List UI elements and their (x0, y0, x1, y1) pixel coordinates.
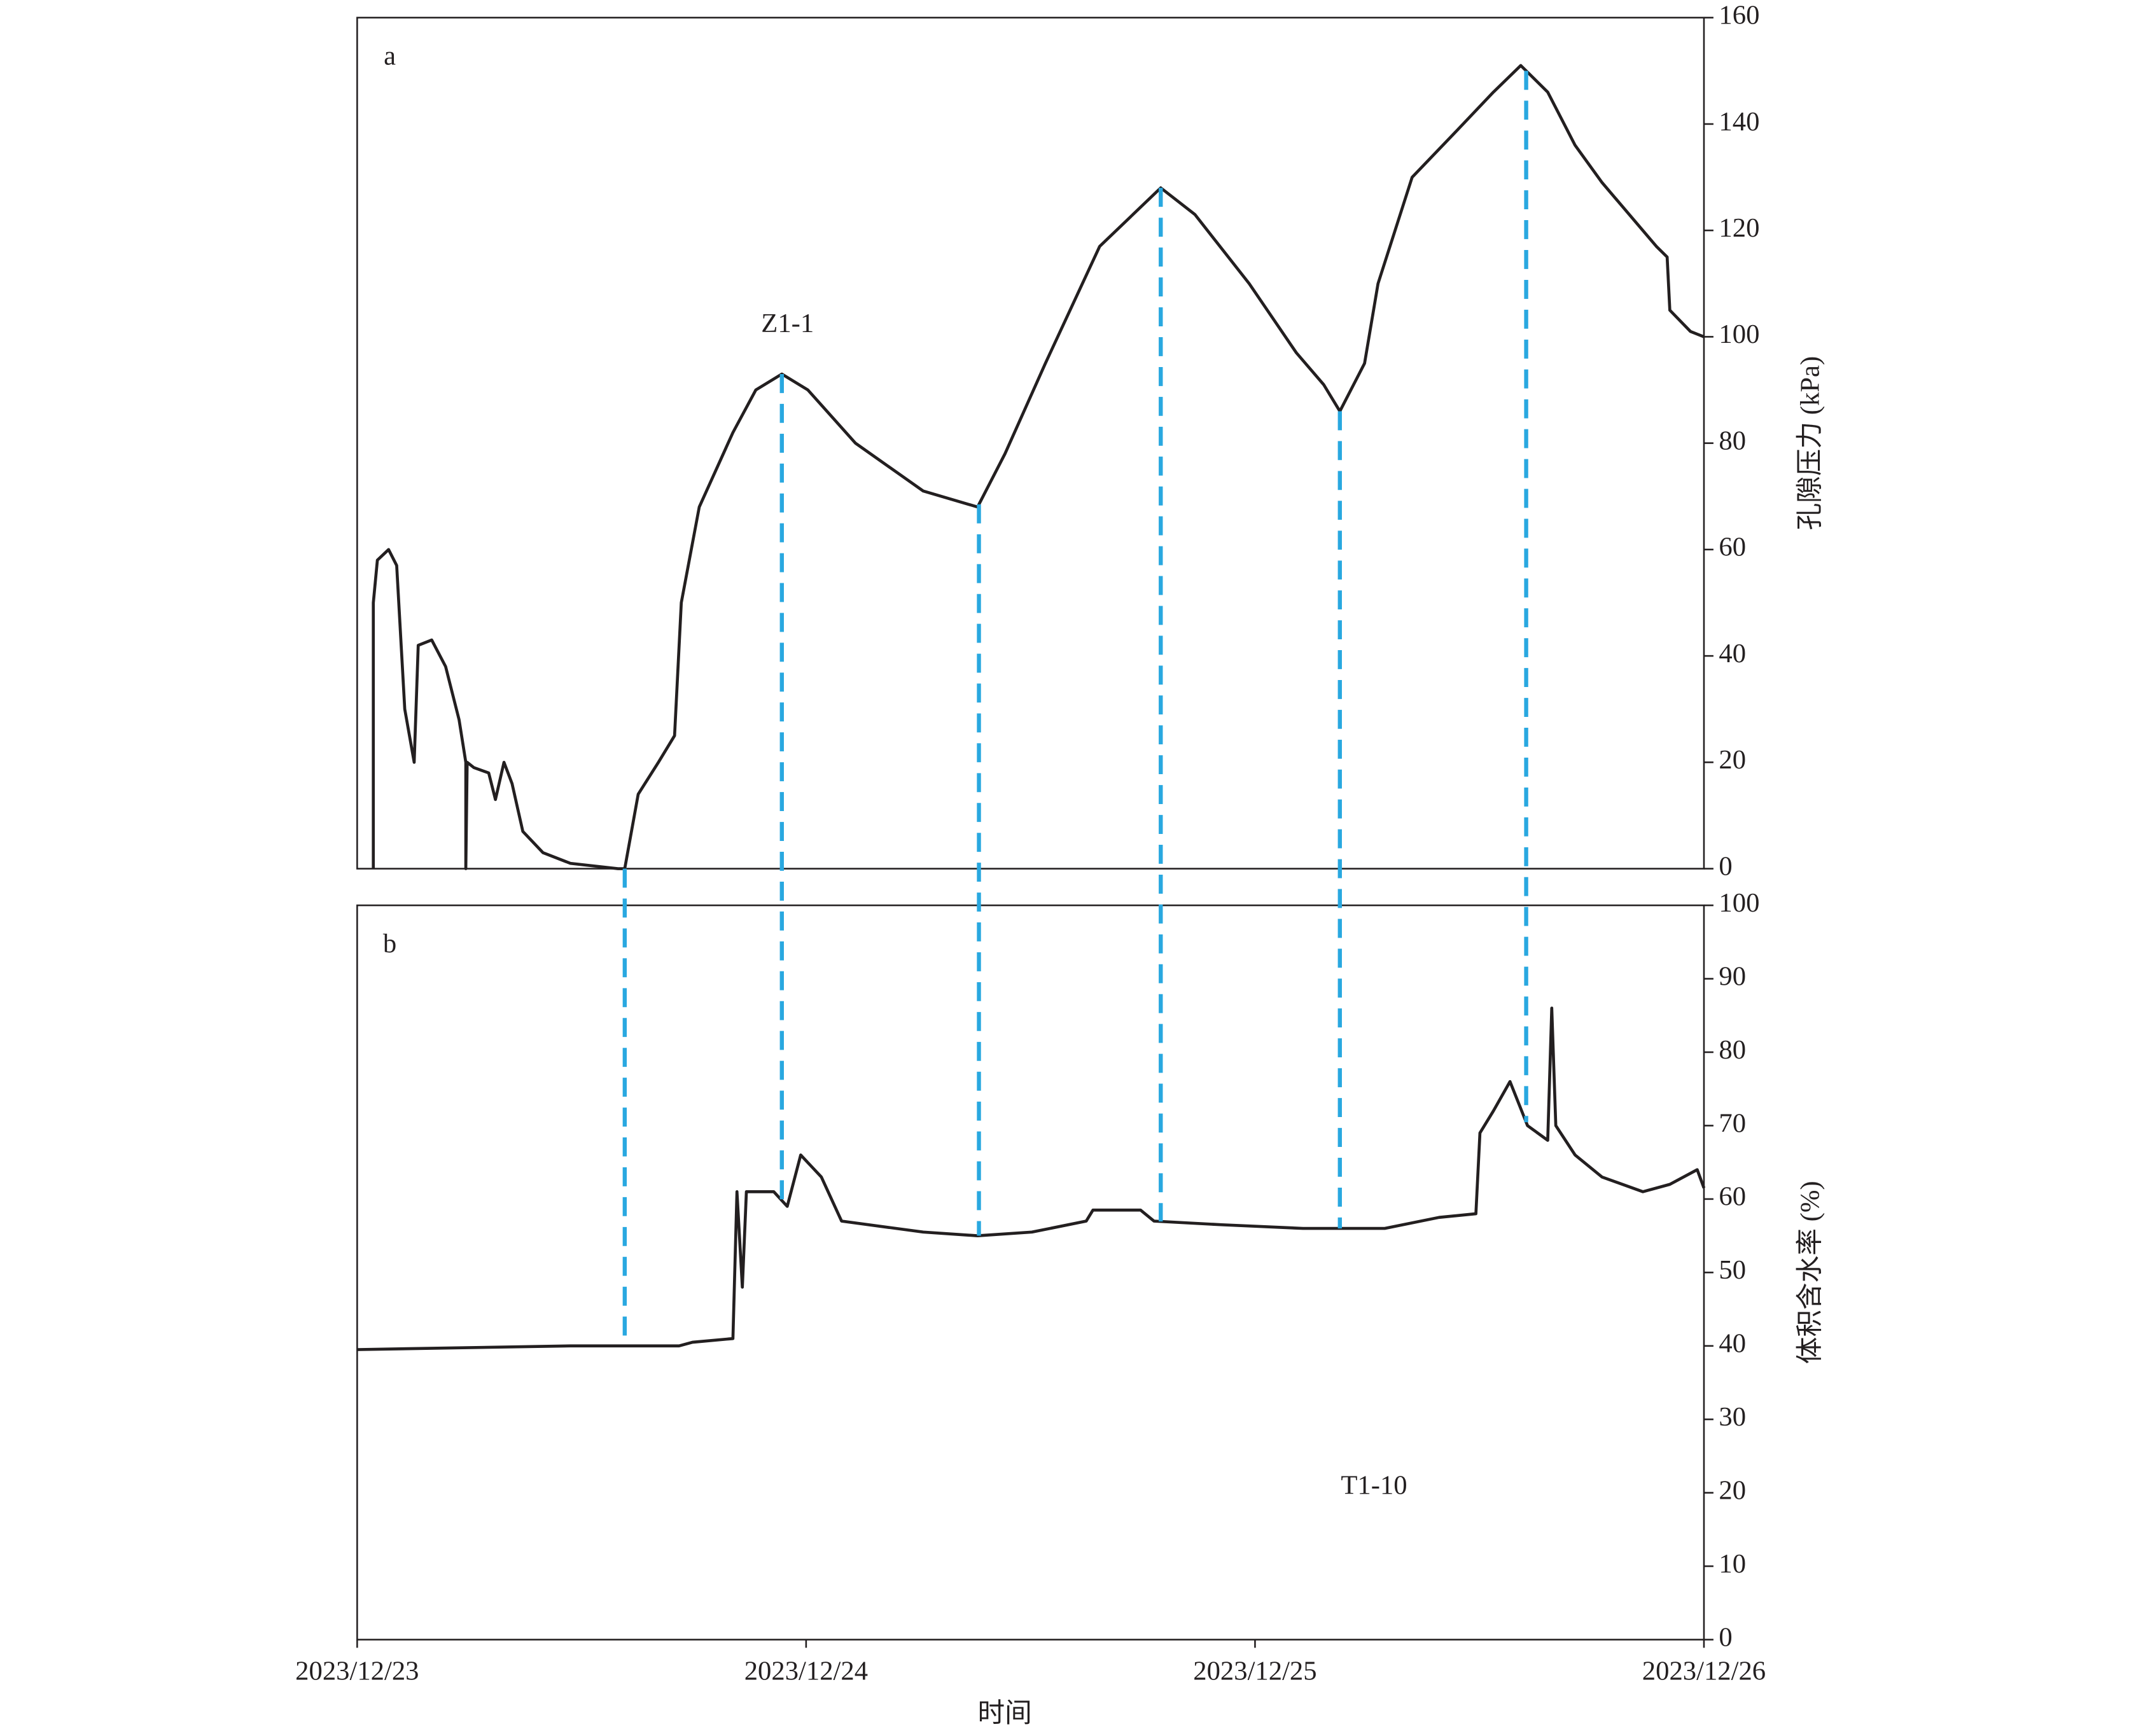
y-tick-label: 20 (1719, 1475, 1746, 1505)
panel-label: b (383, 929, 396, 959)
x-tick-label: 2023/12/25 (1193, 1656, 1316, 1686)
y-tick-label: 30 (1719, 1402, 1746, 1432)
series-label: T1-10 (1341, 1470, 1407, 1500)
plot-frame (356, 17, 1705, 870)
y-tick-label: 90 (1719, 961, 1746, 991)
y-tick-label: 60 (1719, 532, 1746, 562)
y-tick-label: 0 (1719, 851, 1732, 881)
y-tick-label: 40 (1719, 639, 1746, 669)
y-tick-label: 160 (1719, 1, 1759, 31)
panel-label: a (384, 41, 396, 71)
y-tick-label: 100 (1719, 319, 1759, 349)
series-label: Z1-1 (761, 309, 814, 338)
x-tick-label: 2023/12/23 (295, 1656, 419, 1686)
y-tick-label: 80 (1719, 1035, 1746, 1065)
data-line (372, 64, 1705, 870)
y-tick-label: 100 (1719, 888, 1759, 918)
y-tick-label: 40 (1719, 1329, 1746, 1359)
y-tick-label: 120 (1719, 213, 1759, 243)
y-tick-label: 20 (1719, 745, 1746, 775)
y-tick-label: 80 (1719, 426, 1746, 455)
y-tick-label: 140 (1719, 107, 1759, 137)
y-tick-label: 0 (1719, 1622, 1732, 1652)
y-tick-label: 70 (1719, 1108, 1746, 1138)
data-line (357, 1006, 1706, 1351)
x-tick-label: 2023/12/24 (744, 1656, 868, 1686)
y-axis-label: 体积含水率 (%) (1794, 1181, 1825, 1364)
y-axis-label: 孔隙压力 (kPa) (1795, 356, 1825, 531)
x-tick-label: 2023/12/26 (1642, 1656, 1766, 1686)
y-tick-label: 50 (1719, 1255, 1746, 1285)
y-tick-label: 60 (1719, 1182, 1746, 1212)
x-axis-label: 时间 (977, 1698, 1031, 1728)
y-tick-label: 10 (1719, 1549, 1746, 1579)
plot-frame (356, 904, 1705, 1641)
